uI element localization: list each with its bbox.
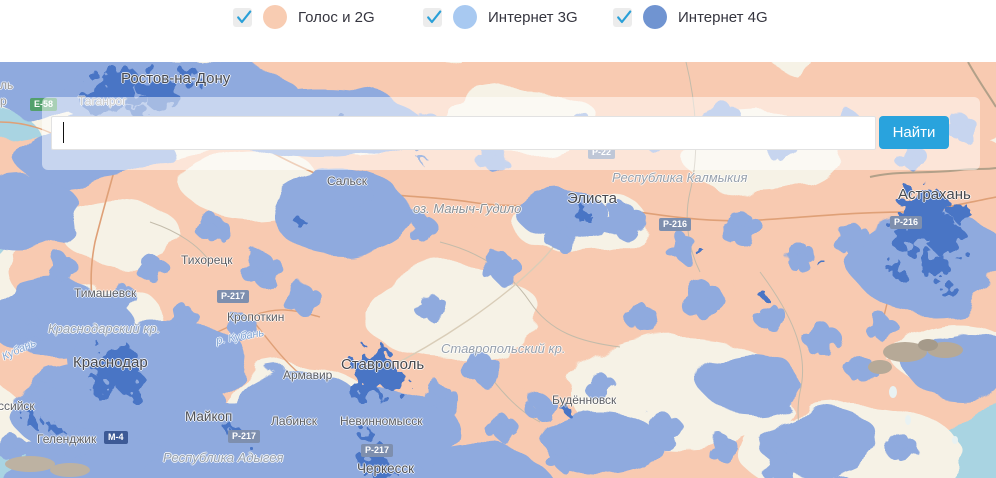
legend-2g-label: Голос и 2G bbox=[298, 8, 375, 26]
search-button[interactable]: Найти bbox=[879, 116, 949, 149]
legend-bar: Голос и 2G Интернет 3G Интернет 4G bbox=[0, 0, 996, 62]
checkmark-icon bbox=[237, 10, 252, 23]
legend-item-3g: Интернет 3G bbox=[423, 5, 578, 29]
checkmark-icon bbox=[617, 10, 632, 23]
legend-4g-label: Интернет 4G bbox=[678, 8, 768, 26]
checkbox-4g[interactable] bbox=[613, 7, 632, 27]
search-input[interactable] bbox=[51, 116, 876, 150]
text-caret bbox=[63, 122, 64, 143]
checkmark-icon bbox=[427, 10, 442, 23]
checkbox-3g[interactable] bbox=[423, 7, 442, 27]
checkbox-2g[interactable] bbox=[233, 7, 252, 27]
road-badge-r216-a: Р-216 bbox=[659, 218, 692, 231]
legend-4g-color-dot bbox=[643, 5, 667, 29]
road-badge-m4: М-4 bbox=[104, 431, 128, 444]
legend-item-2g: Голос и 2G bbox=[233, 5, 383, 29]
road-badge-r217-c: Р-217 bbox=[361, 444, 394, 457]
road-badge-r216-b: Р-216 bbox=[890, 216, 923, 229]
legend-3g-label: Интернет 3G bbox=[488, 8, 578, 26]
road-badge-r217-b: Р-217 bbox=[228, 430, 261, 443]
road-badge-r217-a: Р-217 bbox=[217, 290, 250, 303]
legend-3g-color-dot bbox=[453, 5, 477, 29]
legend-2g-color-dot bbox=[263, 5, 287, 29]
search-panel: Найти bbox=[42, 97, 980, 170]
marsh-layer bbox=[5, 339, 963, 477]
legend-item-4g: Интернет 4G bbox=[613, 5, 768, 29]
coverage-map[interactable]: Ростов-на-Дону Таганрог Сальск Элиста Ас… bbox=[0, 62, 996, 478]
